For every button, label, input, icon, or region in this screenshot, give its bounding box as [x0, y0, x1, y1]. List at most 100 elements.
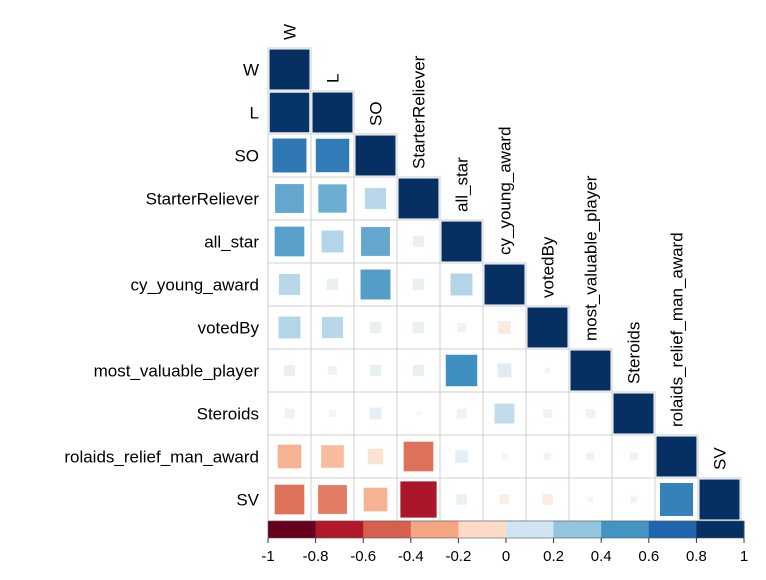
corr-square	[360, 269, 391, 300]
corr-square	[369, 364, 382, 377]
corr-square	[361, 227, 390, 256]
corr-square	[318, 485, 347, 514]
column-label: cy_young_award	[496, 126, 515, 255]
corr-square	[586, 409, 595, 418]
row-label: votedBy	[198, 319, 260, 338]
corr-square	[278, 316, 301, 339]
column-label: rolaids_relief_man_award	[668, 232, 687, 427]
column-label: most_valuable_player	[582, 175, 601, 341]
corr-square	[494, 403, 515, 424]
row-label: cy_young_award	[130, 276, 259, 295]
corr-square	[369, 321, 382, 334]
legend-tick-label: -0.6	[350, 548, 376, 565]
row-label: StarterReliever	[146, 190, 260, 209]
corr-square	[318, 184, 347, 213]
corr-square	[587, 496, 594, 503]
corr-square	[403, 441, 434, 472]
column-label: SV	[711, 447, 730, 470]
grid-cell	[396, 219, 441, 264]
corr-square	[283, 364, 296, 377]
corr-square	[312, 92, 353, 133]
corr-square	[321, 316, 344, 339]
corr-square	[275, 184, 304, 213]
corr-square	[355, 135, 396, 176]
corr-square	[398, 178, 439, 219]
corr-square	[278, 273, 301, 296]
legend-swatch	[268, 521, 317, 538]
legend-swatch	[648, 521, 697, 538]
corr-square	[363, 487, 388, 512]
column-label: votedBy	[539, 236, 558, 298]
row-label: L	[250, 104, 259, 123]
column-label: L	[324, 74, 343, 83]
corr-square	[274, 226, 305, 257]
corr-square	[456, 494, 467, 505]
corr-square	[527, 307, 568, 348]
corr-square	[328, 366, 337, 375]
corr-square	[699, 479, 740, 520]
corr-square	[484, 264, 525, 305]
legend-tick-label: -0.2	[445, 548, 471, 565]
corr-square	[629, 452, 638, 461]
corr-square	[277, 444, 302, 469]
legend-swatch	[553, 521, 602, 538]
column-label: StarterReliever	[410, 55, 429, 169]
legend-swatch	[458, 521, 507, 538]
column-label: W	[281, 24, 300, 40]
corr-square	[367, 448, 384, 465]
legend-swatch	[601, 521, 650, 538]
corr-square	[321, 445, 344, 468]
corr-square	[542, 494, 553, 505]
corr-square	[543, 409, 552, 418]
corr-square	[586, 452, 595, 461]
corr-square	[272, 138, 307, 173]
legend-tick-label: 0	[502, 548, 510, 565]
corr-square	[269, 49, 310, 90]
corr-square	[457, 323, 466, 332]
row-label: all_star	[204, 233, 259, 252]
grid-cell	[353, 391, 398, 436]
legend-tick-label: -1	[261, 548, 274, 565]
legend-tick-label: -0.4	[398, 548, 424, 565]
legend-tick-label: 1	[740, 548, 748, 565]
corr-square	[455, 450, 468, 463]
corr-square	[501, 453, 508, 460]
corr-square	[400, 481, 437, 518]
corr-square	[441, 221, 482, 262]
legend-tick-label: -0.8	[303, 548, 329, 565]
grid-cell	[267, 305, 312, 350]
grid-cell	[310, 176, 355, 221]
legend-swatch	[315, 521, 364, 538]
corr-square	[498, 321, 511, 334]
corr-square	[269, 92, 310, 133]
corr-square	[660, 483, 693, 516]
corr-square	[656, 436, 697, 477]
row-label: rolaids_relief_man_award	[64, 448, 259, 467]
corr-square	[456, 408, 467, 419]
legend-tick-label: 0.2	[543, 548, 564, 565]
legend-swatch	[410, 521, 459, 538]
corr-square	[570, 350, 611, 391]
legend-swatch	[363, 521, 412, 538]
legend-swatch	[506, 521, 555, 538]
corr-square	[544, 367, 551, 374]
corr-square	[416, 411, 421, 416]
corr-square	[445, 354, 478, 387]
corr-square	[274, 484, 305, 515]
column-label: Steroids	[625, 322, 644, 384]
corr-square	[412, 278, 425, 291]
legend-tick-label: 0.8	[686, 548, 707, 565]
legend-tick-label: 0.4	[591, 548, 612, 565]
corr-square	[284, 408, 295, 419]
legend-tick-label: 0.6	[638, 548, 659, 565]
row-label: W	[243, 61, 259, 80]
corr-square	[412, 235, 425, 248]
corr-square	[544, 453, 551, 460]
corr-square	[321, 230, 344, 253]
column-label: all_star	[453, 157, 472, 212]
corr-square	[412, 321, 425, 334]
corr-square	[499, 494, 510, 505]
corr-square	[613, 393, 654, 434]
corr-square	[450, 273, 473, 296]
